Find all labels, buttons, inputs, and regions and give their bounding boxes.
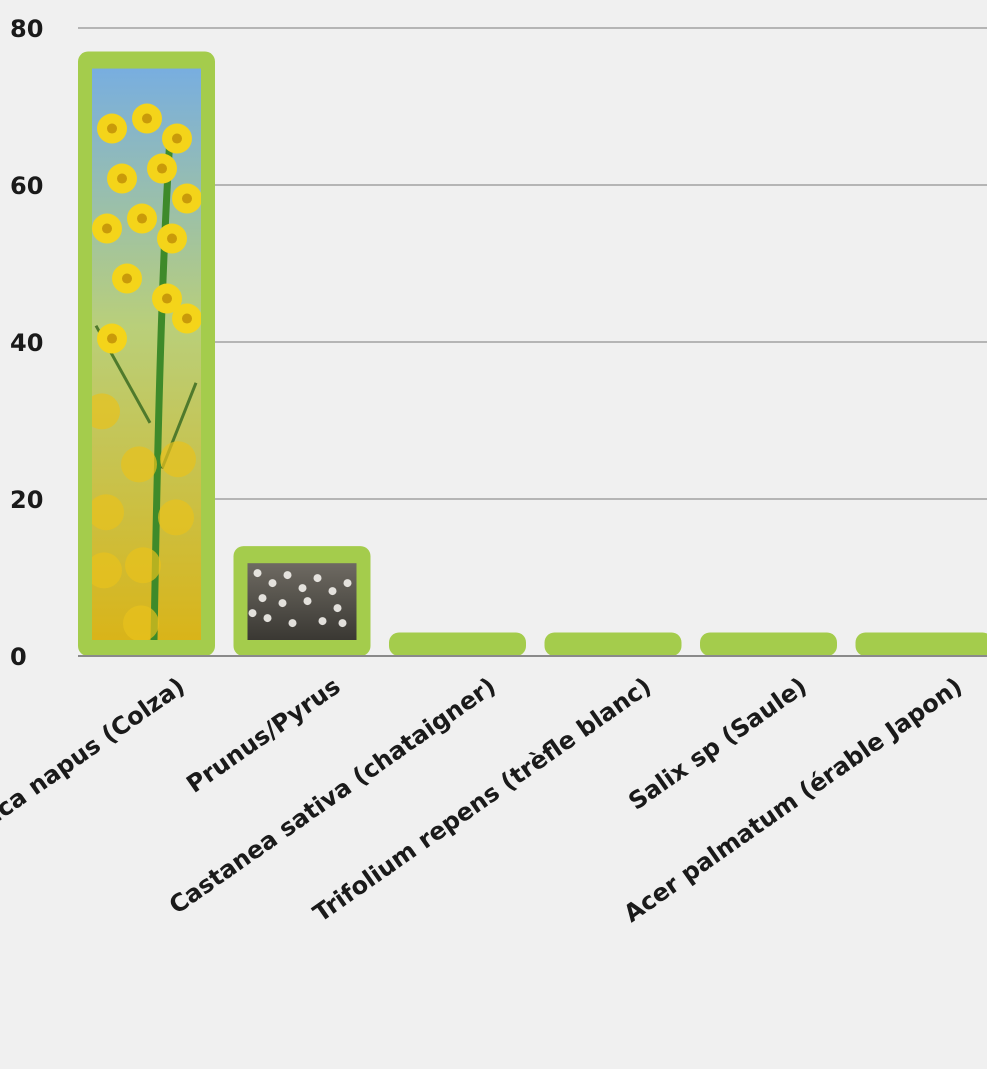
bar (389, 632, 526, 656)
x-category-label: Prunus/Pyrus (181, 672, 345, 799)
y-axis: 0 20 40 60 80 (10, 15, 43, 671)
gridlines (78, 27, 987, 500)
y-tick-label: 80 (10, 15, 43, 43)
bar (700, 632, 837, 656)
x-category-label: Trifolium repens (trèfle blanc) (308, 672, 656, 928)
bar-photo-fill (92, 68, 201, 641)
x-category-label: Acer palmatum (érable Japon) (619, 672, 968, 928)
y-tick-label: 0 (10, 643, 27, 671)
bar-shape (544, 632, 682, 656)
x-category-label: Brassica napus (Colza) (0, 672, 190, 871)
bar-shape (855, 632, 987, 656)
bars (78, 51, 987, 657)
bar (855, 632, 987, 656)
bar (78, 51, 215, 657)
y-tick-label: 40 (10, 329, 43, 357)
bar-shape (700, 632, 837, 656)
bar-photo-fill (247, 563, 357, 640)
x-category-label: Castanea sativa (chataigner) (164, 672, 501, 920)
bar (544, 632, 682, 656)
bar (233, 546, 371, 656)
y-tick-label: 60 (10, 172, 43, 200)
y-tick-label: 20 (10, 486, 43, 514)
x-axis: Brassica napus (Colza)Prunus/PyrusCastan… (0, 672, 967, 928)
bar-shape (389, 632, 526, 656)
